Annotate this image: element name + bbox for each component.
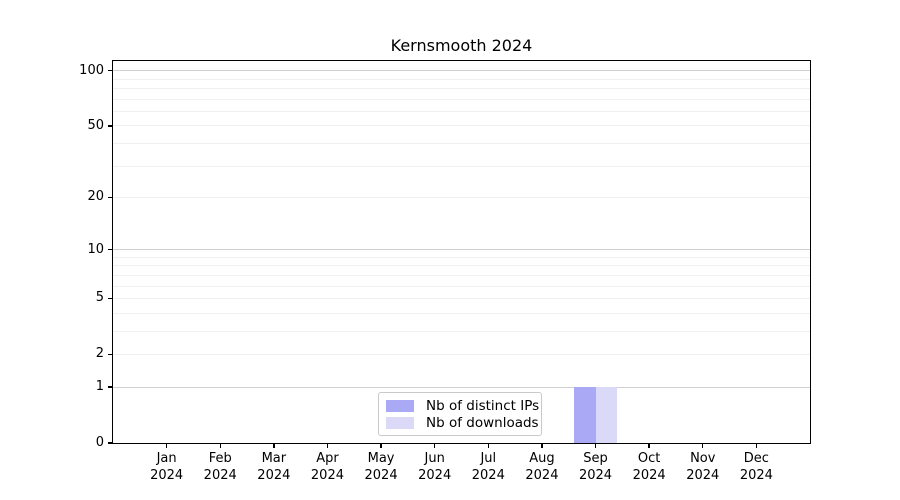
x-tick-mark: [433, 443, 436, 448]
chart-title: Kernsmooth 2024: [390, 36, 533, 55]
y-major-gridline: [113, 70, 810, 72]
y-tick-mark: [108, 196, 113, 199]
x-tick-label: Feb 2024: [203, 451, 237, 483]
y-minor-gridline: [113, 78, 810, 80]
y-tick-mark: [108, 70, 113, 72]
x-tick-mark: [541, 443, 543, 448]
y-tick-label: 2: [95, 346, 104, 362]
y-minor-gridline: [113, 274, 810, 276]
y-major-gridline: [113, 386, 810, 388]
x-tick-mark: [219, 443, 221, 448]
y-tick-mark: [108, 442, 113, 444]
y-tick-label: 10: [87, 241, 104, 257]
x-tick-label: Jan 2024: [150, 451, 184, 483]
x-tick-label: Nov 2024: [686, 451, 720, 483]
x-tick-mark: [702, 443, 704, 448]
y-tick-label: 5: [95, 290, 104, 306]
bar-distinct-ips: [574, 387, 596, 443]
x-tick-label: Jul 2024: [471, 451, 505, 483]
y-tick-mark: [108, 248, 113, 251]
y-tick-mark: [108, 353, 113, 356]
y-minor-gridline: [113, 125, 810, 127]
legend-item-downloads: Nb of downloads: [386, 415, 539, 431]
y-tick-mark: [108, 386, 113, 388]
y-tick-label: 100: [79, 62, 104, 78]
y-minor-gridline: [113, 88, 810, 90]
x-tick-mark: [273, 443, 275, 448]
x-tick-label: Mar 2024: [257, 451, 291, 483]
y-minor-gridline: [113, 110, 810, 112]
x-tick-mark: [755, 443, 758, 448]
legend-label-distinct-ips: Nb of distinct IPs: [426, 397, 540, 414]
y-tick-mark: [108, 125, 113, 127]
y-minor-gridline: [113, 330, 810, 332]
y-minor-gridline: [113, 353, 810, 355]
y-tick-label: 1: [95, 379, 104, 395]
legend-swatch-distinct-ips: [386, 399, 414, 412]
y-minor-gridline: [113, 98, 810, 100]
x-tick-mark: [648, 443, 650, 448]
y-minor-gridline: [113, 165, 810, 167]
legend-label-downloads: Nb of downloads: [426, 414, 539, 431]
legend-swatch-downloads: [386, 416, 414, 429]
x-tick-label: Aug 2024: [525, 451, 559, 483]
legend: Nb of distinct IPs Nb of downloads: [378, 392, 542, 436]
y-tick-label: 20: [87, 189, 104, 205]
x-tick-mark: [326, 443, 329, 448]
x-tick-label: Apr 2024: [310, 451, 344, 483]
y-minor-gridline: [113, 312, 810, 314]
x-tick-label: Oct 2024: [632, 451, 666, 483]
x-tick-label: Dec 2024: [739, 451, 773, 483]
y-tick-mark: [108, 297, 113, 300]
y-minor-gridline: [113, 196, 810, 198]
x-tick-label: May 2024: [364, 451, 398, 483]
y-minor-gridline: [113, 285, 810, 287]
y-minor-gridline: [113, 265, 810, 267]
y-minor-gridline: [113, 256, 810, 258]
x-tick-mark: [380, 443, 382, 448]
y-tick-label: 50: [87, 117, 104, 133]
x-tick-label: Sep 2024: [578, 451, 613, 483]
y-minor-gridline: [113, 297, 810, 299]
legend-item-distinct-ips: Nb of distinct IPs: [386, 398, 539, 414]
x-tick-mark: [487, 443, 489, 448]
x-tick-mark: [165, 443, 168, 448]
plot-area: Nb of distinct IPs Nb of downloads: [111, 59, 811, 444]
x-tick-mark: [594, 443, 597, 448]
y-minor-gridline: [113, 142, 810, 144]
y-tick-label: 0: [95, 435, 104, 450]
bar-downloads: [595, 387, 617, 443]
y-major-gridline: [113, 249, 810, 251]
x-tick-label: Jun 2024: [418, 451, 452, 483]
